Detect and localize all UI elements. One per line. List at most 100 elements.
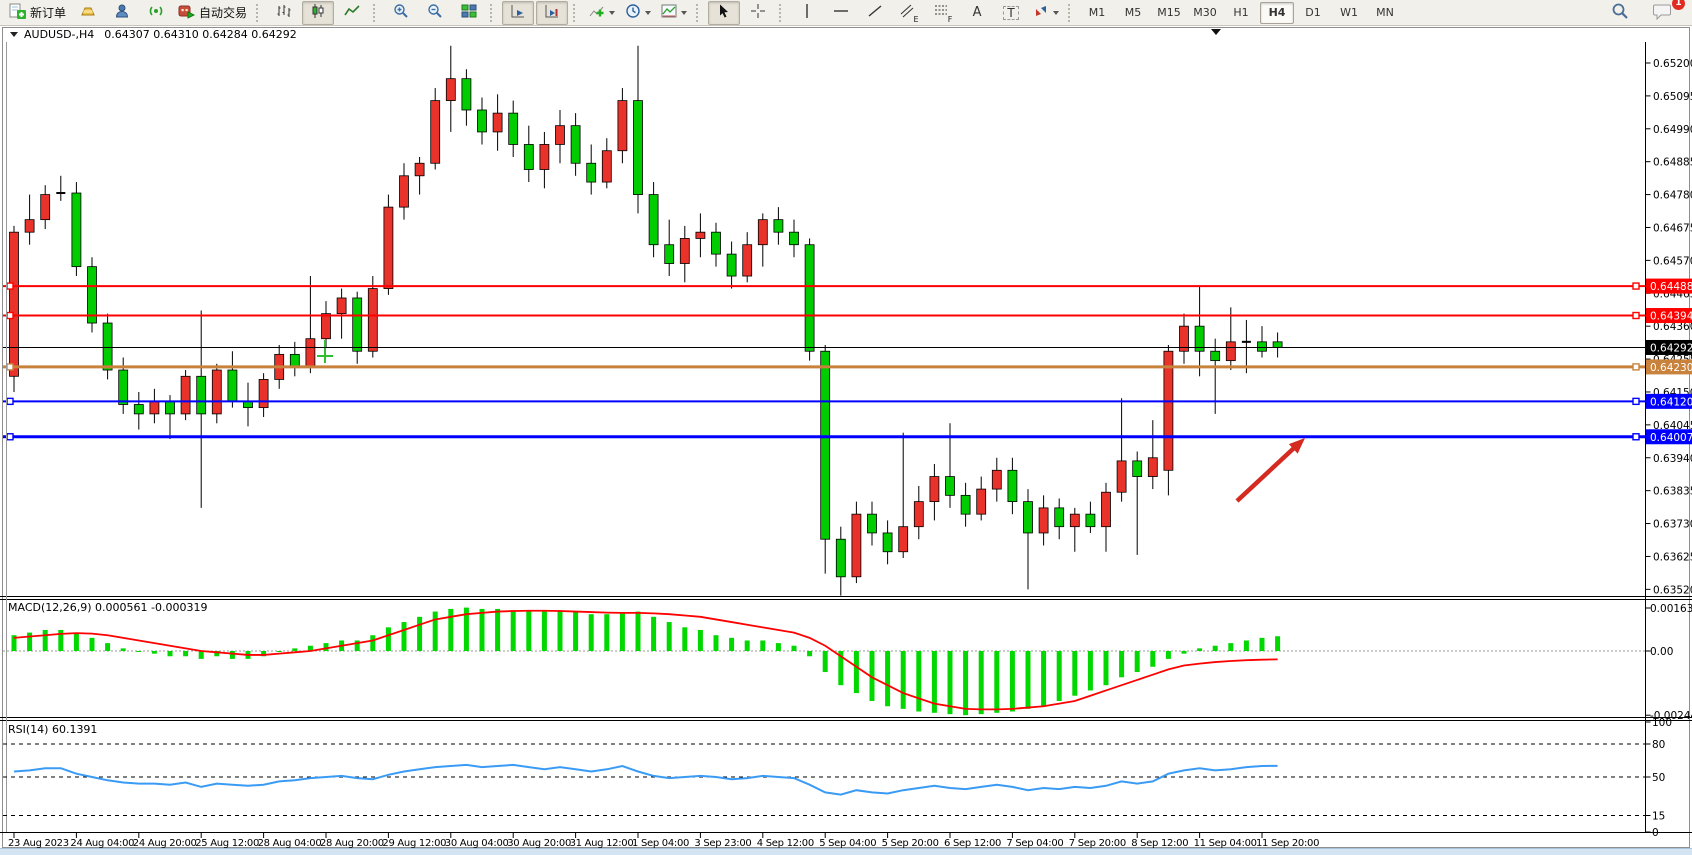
svg-text:30 Aug 20:00: 30 Aug 20:00 bbox=[507, 838, 571, 849]
horizontal-line-0.64488[interactable] bbox=[3, 282, 1645, 290]
svg-text:24 Aug 04:00: 24 Aug 04:00 bbox=[70, 838, 134, 849]
trendline-tool-button[interactable] bbox=[859, 1, 891, 25]
dropdown-arrow-icon bbox=[681, 10, 688, 15]
chart-top-marker-icon bbox=[1211, 29, 1221, 35]
vertical-line-tool-button[interactable] bbox=[791, 1, 823, 25]
toolbar-grip bbox=[779, 3, 786, 22]
timeframe-button-D1[interactable]: D1 bbox=[1305, 6, 1321, 19]
horizontal-line-tool-button[interactable] bbox=[825, 1, 857, 25]
tile-windows-button[interactable] bbox=[453, 1, 485, 25]
svg-text:31 Aug 12:00: 31 Aug 12:00 bbox=[570, 838, 634, 849]
trendline-icon bbox=[867, 3, 883, 22]
line-handle[interactable] bbox=[6, 433, 14, 441]
timeframe-button-H4[interactable]: H4 bbox=[1260, 1, 1295, 24]
equidistant-channel-tool-button[interactable]: E bbox=[893, 1, 925, 25]
dropdown-arrow-icon bbox=[1053, 10, 1060, 15]
timeframe-button-M5[interactable]: M5 bbox=[1124, 6, 1142, 19]
search-button[interactable] bbox=[1604, 1, 1636, 25]
main-chart-pane[interactable] bbox=[9, 45, 1283, 596]
rsi-pane[interactable] bbox=[3, 743, 1645, 816]
text-label-tool-button[interactable]: T bbox=[995, 1, 1027, 25]
svg-text:7 Sep 04:00: 7 Sep 04:00 bbox=[1006, 838, 1063, 849]
symbol-dropdown-icon[interactable] bbox=[10, 32, 18, 37]
macd-pane[interactable] bbox=[3, 607, 1645, 716]
rsi-axis: 100 80 50 15 0 bbox=[1645, 717, 1672, 839]
line-handle[interactable] bbox=[6, 363, 14, 371]
svg-text:0.64394: 0.64394 bbox=[1650, 311, 1692, 323]
cursor-icon bbox=[716, 3, 732, 22]
indicators-button[interactable] bbox=[585, 1, 619, 25]
entry-cross-marker[interactable] bbox=[317, 340, 333, 363]
timeframe-button-M30[interactable]: M30 bbox=[1193, 6, 1217, 19]
svg-text:0.00: 0.00 bbox=[1650, 646, 1673, 658]
svg-text:28 Aug 20:00: 28 Aug 20:00 bbox=[320, 838, 384, 849]
autotrading-button[interactable]: 自动交易 bbox=[174, 1, 251, 25]
text-tool-button[interactable]: A bbox=[961, 1, 993, 25]
line-handle[interactable] bbox=[1632, 433, 1640, 441]
timeframe-button-M15[interactable]: M15 bbox=[1157, 6, 1181, 19]
svg-text:0.64292: 0.64292 bbox=[1650, 342, 1692, 354]
horizontal-line-0.64394[interactable] bbox=[3, 311, 1645, 320]
auto-scroll-button[interactable] bbox=[502, 0, 535, 25]
trend-arrow-annotation[interactable] bbox=[1235, 438, 1305, 503]
line-handle[interactable] bbox=[1632, 282, 1640, 290]
svg-text:80: 80 bbox=[1652, 739, 1665, 751]
toolbar-grip bbox=[1068, 3, 1075, 22]
toolbar-right-tools: 1 bbox=[1603, 0, 1685, 25]
line-handle[interactable] bbox=[6, 282, 14, 290]
bar-chart-type-button[interactable] bbox=[268, 1, 300, 25]
svg-text:0: 0 bbox=[1652, 827, 1659, 839]
signals-button[interactable] bbox=[140, 1, 172, 25]
line-handle[interactable] bbox=[1632, 311, 1640, 320]
quotes-button[interactable] bbox=[72, 1, 104, 25]
community-button[interactable] bbox=[106, 1, 138, 25]
pane-separators[interactable] bbox=[0, 42, 1692, 833]
candlestick-chart-type-button[interactable] bbox=[302, 0, 335, 25]
svg-text:0.64675: 0.64675 bbox=[1653, 222, 1692, 234]
new-order-icon bbox=[9, 3, 26, 22]
crosshair-tool-button[interactable] bbox=[742, 1, 774, 25]
cursor-tool-button[interactable] bbox=[708, 0, 741, 25]
timeframe-button-W1[interactable]: W1 bbox=[1340, 6, 1358, 19]
template-icon bbox=[661, 3, 677, 22]
zoom-out-button[interactable] bbox=[419, 1, 451, 25]
svg-text:25 Aug 12:00: 25 Aug 12:00 bbox=[195, 838, 259, 849]
svg-text:11 Sep 04:00: 11 Sep 04:00 bbox=[1194, 838, 1257, 849]
svg-text:1 Sep 04:00: 1 Sep 04:00 bbox=[632, 838, 689, 849]
svg-text:100: 100 bbox=[1652, 717, 1672, 729]
dropdown-arrow-icon bbox=[609, 10, 616, 15]
line-chart-type-button[interactable] bbox=[336, 1, 368, 25]
line-handle[interactable] bbox=[1632, 363, 1640, 371]
timeframe-button-M1[interactable]: M1 bbox=[1088, 6, 1106, 19]
fibonacci-letter: F bbox=[947, 14, 953, 24]
templates-button[interactable] bbox=[657, 1, 691, 25]
timeframe-button-H1[interactable]: H1 bbox=[1233, 6, 1249, 19]
zoom-in-button[interactable] bbox=[385, 1, 417, 25]
toolbar-grip bbox=[373, 3, 380, 22]
macd-axis: 0.001635 0.00 -0.002442 bbox=[1645, 603, 1692, 722]
svg-text:-0.002442: -0.002442 bbox=[1650, 710, 1692, 722]
arrows-tool-button[interactable] bbox=[1029, 1, 1063, 25]
periods-button[interactable] bbox=[621, 1, 655, 25]
svg-text:5 Sep 04:00: 5 Sep 04:00 bbox=[819, 838, 876, 849]
chart-shift-button[interactable] bbox=[536, 0, 569, 25]
svg-text:0.001635: 0.001635 bbox=[1650, 603, 1692, 615]
timeframe-button-MN[interactable]: MN bbox=[1376, 6, 1394, 19]
line-handle[interactable] bbox=[6, 311, 14, 320]
new-order-button[interactable]: 新订单 bbox=[5, 1, 70, 25]
line-handle[interactable] bbox=[1632, 397, 1640, 406]
notifications-button[interactable]: 1 bbox=[1647, 0, 1685, 25]
svg-text:50: 50 bbox=[1652, 772, 1665, 784]
fibonacci-tool-button[interactable]: F bbox=[927, 1, 959, 25]
line-handle[interactable] bbox=[6, 397, 14, 406]
candlestick-series bbox=[9, 45, 1283, 596]
svg-text:0.64885: 0.64885 bbox=[1653, 157, 1692, 169]
svg-text:0.64230: 0.64230 bbox=[1650, 362, 1692, 374]
price-line-label-0.64007: 0.64007 bbox=[1646, 429, 1692, 445]
svg-text:8 Sep 12:00: 8 Sep 12:00 bbox=[1131, 838, 1188, 849]
